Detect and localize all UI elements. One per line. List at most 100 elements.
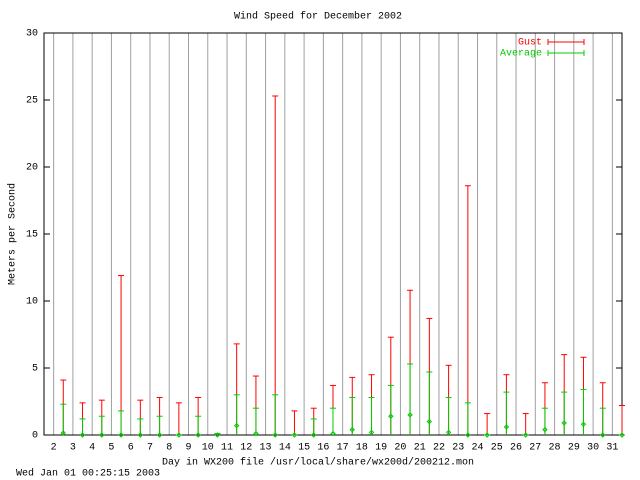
x-tick-label: 28 bbox=[549, 443, 561, 454]
error-bar bbox=[464, 185, 471, 435]
error-bar bbox=[118, 275, 125, 435]
point bbox=[503, 424, 510, 430]
error-bar bbox=[407, 363, 414, 435]
error-bar bbox=[330, 407, 336, 435]
error-bar bbox=[118, 410, 125, 435]
error-bar bbox=[175, 402, 182, 435]
error-bar bbox=[233, 394, 240, 435]
point bbox=[330, 430, 336, 437]
x-tick-label: 8 bbox=[166, 443, 172, 454]
x-tick-label: 6 bbox=[128, 443, 134, 454]
error-bar bbox=[368, 396, 375, 435]
x-tick-label: 3 bbox=[70, 443, 76, 454]
point bbox=[311, 432, 317, 438]
x-tick-label: 15 bbox=[298, 443, 310, 454]
error-bar bbox=[503, 391, 510, 435]
error-bar bbox=[98, 415, 105, 435]
x-tick-label: 14 bbox=[279, 443, 291, 454]
error-bar bbox=[619, 405, 625, 435]
chart-title: Wind Speed for December 2002 bbox=[234, 11, 402, 23]
point bbox=[619, 432, 625, 438]
x-tick-label: 11 bbox=[221, 443, 233, 454]
point bbox=[195, 432, 201, 438]
point bbox=[79, 432, 86, 438]
y-tick-label: 10 bbox=[26, 297, 38, 308]
x-tick-label: 5 bbox=[108, 443, 114, 454]
point bbox=[388, 413, 394, 419]
y-axis-label: Meters per Second bbox=[7, 183, 19, 285]
error-bar bbox=[387, 384, 394, 435]
legend-label: Gust bbox=[518, 38, 542, 49]
x-axis-label: Day in WX200 file /usr/local/share/wx200… bbox=[162, 457, 474, 469]
point bbox=[60, 430, 66, 436]
y-tick-label: 25 bbox=[26, 96, 38, 107]
legend-label: Average bbox=[500, 49, 542, 60]
x-tick-label: 4 bbox=[89, 443, 95, 454]
x-tick-label: 19 bbox=[375, 443, 387, 454]
x-tick-label: 25 bbox=[491, 443, 503, 454]
error-bar bbox=[291, 410, 298, 435]
error-bar bbox=[561, 391, 568, 435]
error-bar bbox=[445, 396, 452, 435]
x-tick-label: 26 bbox=[510, 443, 522, 454]
error-bar bbox=[272, 95, 279, 435]
x-tick-label: 22 bbox=[433, 443, 445, 454]
point bbox=[156, 432, 163, 438]
point bbox=[465, 432, 471, 438]
x-tick-label: 10 bbox=[202, 443, 214, 454]
error-bar bbox=[195, 415, 202, 435]
x-tick-label: 12 bbox=[240, 443, 252, 454]
y-tick-label: 20 bbox=[26, 163, 38, 174]
error-bar bbox=[60, 403, 67, 435]
point bbox=[426, 418, 433, 425]
error-bar bbox=[522, 413, 529, 435]
x-tick-label: 31 bbox=[606, 443, 618, 454]
x-tick-label: 7 bbox=[147, 443, 153, 454]
point bbox=[118, 432, 124, 438]
point bbox=[542, 426, 548, 433]
x-tick-label: 20 bbox=[394, 443, 406, 454]
point bbox=[600, 432, 606, 438]
point bbox=[580, 421, 587, 427]
point bbox=[176, 432, 182, 438]
x-tick-label: 29 bbox=[568, 443, 580, 454]
point bbox=[99, 432, 105, 438]
y-tick-label: 0 bbox=[32, 431, 38, 442]
point bbox=[214, 432, 221, 438]
x-tick-label: 16 bbox=[317, 443, 329, 454]
x-tick-label: 2 bbox=[51, 443, 57, 454]
x-tick-label: 18 bbox=[356, 443, 368, 454]
error-bar bbox=[484, 413, 491, 435]
x-tick-label: 17 bbox=[337, 443, 349, 454]
point bbox=[291, 432, 298, 438]
x-tick-label: 30 bbox=[587, 443, 599, 454]
error-bar bbox=[541, 407, 548, 435]
error-bar bbox=[156, 415, 163, 435]
y-tick-label: 5 bbox=[32, 364, 38, 375]
x-tick-label: 24 bbox=[471, 443, 483, 454]
error-bar bbox=[580, 388, 587, 435]
point bbox=[349, 426, 355, 433]
point bbox=[368, 429, 375, 436]
y-tick-label: 30 bbox=[26, 29, 38, 40]
x-tick-label: 21 bbox=[414, 443, 426, 454]
point bbox=[561, 420, 567, 426]
point bbox=[484, 432, 490, 438]
x-tick-label: 23 bbox=[452, 443, 464, 454]
error-bar bbox=[252, 407, 259, 435]
y-tick-label: 15 bbox=[26, 230, 38, 241]
point bbox=[445, 429, 452, 436]
footer: Wed Jan 01 00:25:15 2003 bbox=[16, 468, 160, 480]
x-tick-label: 9 bbox=[185, 443, 191, 454]
point bbox=[137, 432, 144, 438]
x-tick-label: 27 bbox=[529, 443, 541, 454]
error-bar bbox=[464, 402, 471, 435]
error-bar bbox=[599, 407, 606, 435]
error-bar bbox=[349, 396, 356, 435]
point bbox=[233, 422, 240, 429]
point bbox=[253, 430, 259, 437]
error-bar bbox=[272, 394, 279, 435]
point bbox=[272, 432, 278, 438]
point bbox=[407, 412, 413, 418]
